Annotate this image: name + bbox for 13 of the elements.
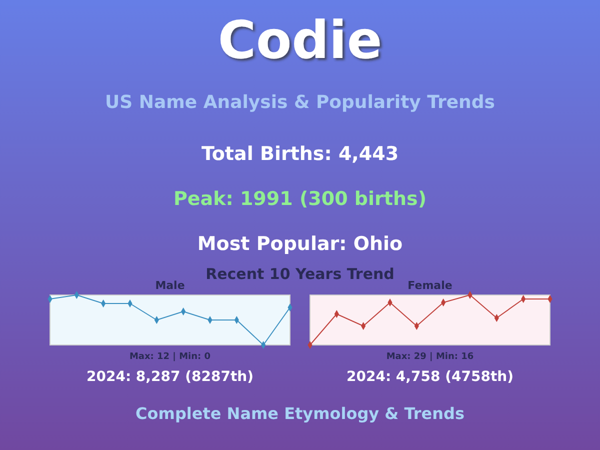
text: Recent 10 Years Trend [206, 265, 394, 283]
text: 2024: 4,758 (4758th) [346, 369, 514, 385]
chart-title: Male [155, 279, 185, 292]
text: Peak: 1991 (300 births) [173, 188, 427, 210]
text: Max: 29 | Min: 16 [386, 352, 474, 362]
chart-title: Female [408, 279, 452, 292]
text: Total Births: 4,443 [201, 143, 399, 165]
text: Most Popular: Ohio [197, 233, 403, 255]
text: US Name Analysis & Popularity Trends [105, 92, 495, 113]
text: Max: 12 | Min: 0 [129, 352, 211, 362]
text: 2024: 8,287 (8287th) [86, 369, 254, 385]
text: Codie [218, 11, 382, 71]
text: Complete Name Etymology & Trends [136, 404, 464, 423]
